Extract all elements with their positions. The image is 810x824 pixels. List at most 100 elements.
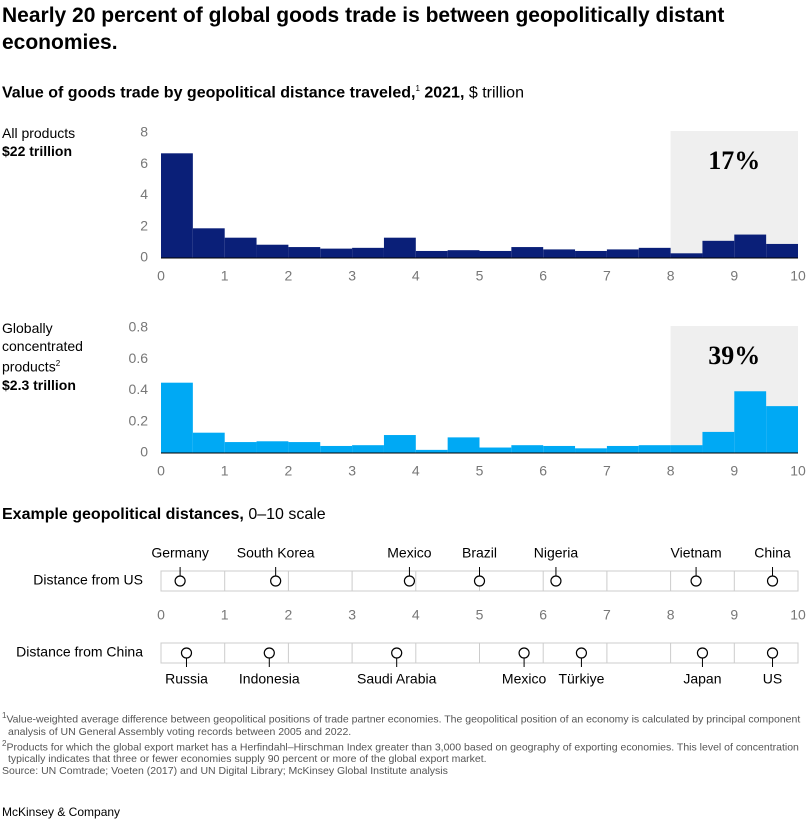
x-tick-label: 4 — [412, 607, 420, 623]
bar — [161, 382, 193, 453]
total: $2.3 trillion — [2, 376, 76, 393]
note-mark: 2 — [2, 738, 7, 748]
bar — [638, 247, 671, 258]
bar — [638, 445, 671, 453]
y-tick-label: 0 — [140, 249, 148, 265]
point-label: Mexico — [387, 545, 432, 561]
bar — [352, 445, 384, 453]
x-tick-label: 2 — [285, 268, 293, 284]
point-label: Russia — [165, 671, 208, 687]
point — [473, 575, 486, 587]
bar — [352, 247, 384, 258]
title: Nearly 20 percent of global goods trade … — [2, 4, 725, 54]
bar — [256, 441, 289, 453]
point-label: Mexico — [502, 671, 547, 687]
x-tick-label: 9 — [730, 268, 738, 284]
bar — [192, 228, 225, 258]
bar — [415, 449, 448, 453]
point-label: Türkiye — [558, 671, 604, 687]
x-tick-label: 6 — [539, 463, 547, 479]
heading: Example geopolitical distances, — [2, 506, 244, 523]
bar — [606, 445, 639, 453]
point — [270, 575, 282, 587]
x-tick-label: 1 — [221, 463, 229, 479]
point — [766, 647, 779, 659]
point-label: Japan — [683, 671, 721, 687]
x-tick-label: 3 — [348, 607, 356, 623]
footnote: 2Products for which the global export ma… — [2, 738, 802, 766]
x-tick-label: 1 — [221, 607, 229, 623]
x-tick-label: 7 — [603, 268, 611, 284]
point — [690, 575, 702, 587]
bar — [575, 250, 607, 258]
point — [766, 575, 779, 587]
point — [180, 647, 193, 659]
x-tick-label: 2 — [285, 463, 293, 479]
unit: $ trillion — [468, 84, 524, 102]
subtitle: Value of goods trade by geopolitical dis… — [2, 84, 524, 102]
bar — [702, 240, 735, 258]
point-label: Germany — [151, 545, 209, 561]
bar — [766, 406, 798, 453]
bar — [192, 432, 225, 453]
subtitle-year: 2021, — [424, 84, 465, 102]
footnote: 1Value-weighted average difference betwe… — [2, 710, 802, 738]
section-heading: Example geopolitical distances, 0–10 sca… — [2, 506, 326, 524]
x-tick-label: 5 — [476, 268, 484, 284]
annotation: 39% — [708, 341, 760, 370]
bar — [702, 431, 735, 453]
bar — [224, 442, 257, 453]
x-tick-label: 8 — [667, 463, 675, 479]
x-tick-label: 4 — [412, 463, 420, 479]
bar — [606, 249, 639, 258]
bar — [479, 250, 512, 258]
bar — [383, 237, 416, 258]
point — [696, 647, 709, 659]
y-tick-label: 0.4 — [129, 381, 149, 397]
x-tick-label: 7 — [603, 607, 611, 623]
label: Globally concentrated products2 — [2, 319, 122, 376]
point — [174, 575, 186, 587]
side-label: Globally concentrated products2 $2.3 tril… — [2, 319, 122, 394]
x-tick-label: 10 — [790, 463, 806, 479]
y-tick-label: 0 — [140, 444, 148, 460]
footnotes: 1Value-weighted average difference betwe… — [2, 710, 802, 777]
bar — [383, 435, 416, 453]
point — [391, 647, 403, 659]
point-label: South Korea — [237, 545, 315, 561]
source: Source: UN Comtrade; Voeten (2017) and U… — [2, 765, 448, 777]
note-mark: 1 — [415, 84, 420, 93]
bar — [511, 445, 544, 453]
bar — [415, 250, 448, 258]
bar — [479, 447, 512, 453]
bar — [543, 445, 576, 453]
bar — [256, 244, 289, 258]
y-tick-label: 4 — [140, 186, 148, 202]
y-tick-label: 6 — [140, 155, 148, 171]
note-text: Value-weighted average difference betwee… — [6, 713, 801, 738]
label: All products — [2, 125, 76, 141]
x-tick-label: 9 — [730, 463, 738, 479]
scale: 0–10 scale — [248, 506, 326, 523]
x-tick-label: 0 — [157, 463, 165, 479]
x-tick-label: 5 — [476, 463, 484, 479]
x-tick-label: 9 — [730, 607, 738, 623]
bar — [447, 250, 480, 258]
note-text: Products for which the global export mar… — [6, 741, 799, 765]
bar — [161, 153, 193, 258]
bar — [511, 247, 544, 258]
x-tick-label: 3 — [348, 463, 356, 479]
subtitle-text: Value of goods trade by geopolitical dis… — [2, 84, 416, 102]
point — [403, 575, 416, 587]
point-label: Indonesia — [239, 671, 300, 687]
point-label: Vietnam — [671, 545, 722, 561]
brand: McKinsey & Company — [2, 805, 121, 819]
side-label: All products $22 trillion — [2, 124, 122, 160]
bar — [670, 445, 703, 453]
bar — [224, 237, 257, 258]
y-tick-label: 0.8 — [129, 319, 149, 335]
bar — [447, 437, 480, 453]
point — [263, 647, 275, 659]
